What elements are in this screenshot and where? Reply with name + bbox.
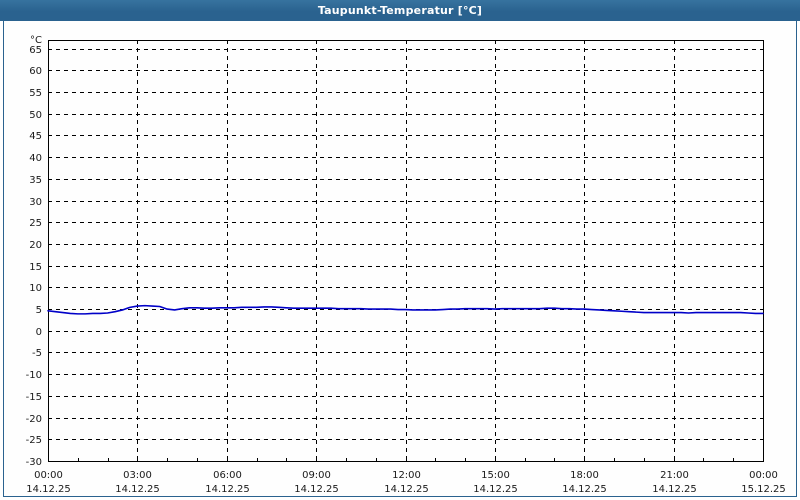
x-axis-tick-date: 14.12.25 — [652, 484, 697, 495]
x-axis-tickmarks — [48, 456, 764, 461]
y-axis-tick-label: -5 — [32, 348, 42, 359]
y-axis-tick-label: 45 — [29, 131, 42, 142]
x-axis-tick-time: 21:00 — [660, 470, 689, 481]
y-axis-tick-label: -10 — [26, 370, 42, 381]
x-axis-tick-labels: 00:00 14.12.25 03:00 14.12.25 06:00 14.12.25 0… — [26, 470, 786, 495]
y-axis-tick-label: 60 — [29, 66, 42, 77]
horizontal-gridlines — [48, 49, 763, 462]
chart-canvas: 65605550454035302520151050-5-10-15-20-25… — [26, 35, 786, 495]
y-axis-tick-label: 20 — [29, 240, 42, 251]
x-axis-tick-time: 15:00 — [481, 470, 510, 481]
y-axis-tick-label: 65 — [29, 45, 42, 56]
series-line-taupunkt-temperatur — [47, 304, 764, 315]
x-axis-tick-date: 14.12.25 — [562, 484, 607, 495]
x-axis-tick-time: 18:00 — [570, 470, 599, 481]
y-axis-tick-label: -25 — [26, 435, 42, 446]
data-series-group — [47, 304, 764, 315]
x-axis-tick-time: 12:00 — [392, 470, 421, 481]
y-axis-tick-label: 50 — [29, 110, 42, 121]
x-axis-tick-date: 14.12.25 — [115, 484, 160, 495]
x-axis-tick-date: 14.12.25 — [473, 484, 518, 495]
x-axis-tick-time: 00:00 — [34, 470, 63, 481]
y-axis-tick-label: -15 — [26, 392, 42, 403]
page-title: Taupunkt-Temperatur [°C] — [317, 4, 483, 17]
plot-axis-frame — [47, 39, 765, 463]
x-axis-tick-date: 14.12.25 — [26, 484, 71, 495]
line-chart: 65 60 55 50 45 40 35 30 25 20 15 10 5 0 -5 -10 -15 -20 -25… — [4, 21, 798, 497]
x-axis-tick-time: 06:00 — [213, 470, 242, 481]
chart-content-frame: 65 60 55 50 45 40 35 30 25 20 15 10 5 0 -5 -10 -15 -20 -25… — [3, 21, 797, 497]
y-axis-tick-label: 40 — [29, 153, 42, 164]
x-axis-tick-date: 14.12.25 — [294, 484, 339, 495]
window-title-bar: Taupunkt-Temperatur [°C] — [0, 0, 800, 21]
y-axis-unit-label: °C — [30, 35, 42, 46]
y-axis-tick-label: 35 — [29, 175, 42, 186]
x-axis-tick-date: 14.12.25 — [205, 484, 250, 495]
y-axis-tick-label: 0 — [36, 327, 42, 338]
y-axis-tick-label: 15 — [29, 262, 42, 273]
y-axis-tick-label: 10 — [29, 283, 42, 294]
y-axis-tick-label: 25 — [29, 218, 42, 229]
x-axis-tick-date: 15.12.25 — [741, 484, 786, 495]
vertical-gridlines — [137, 40, 675, 461]
x-axis-tick-time: 03:00 — [123, 470, 152, 481]
y-axis-tick-label: -20 — [26, 414, 42, 425]
y-axis-tick-label: -30 — [26, 457, 42, 468]
x-axis-tick-time: 09:00 — [302, 470, 331, 481]
x-axis-tick-time: 00:00 — [749, 470, 778, 481]
y-axis-tick-label: 5 — [36, 305, 42, 316]
y-axis-tick-label: 30 — [29, 197, 42, 208]
y-axis-tick-labels: 65605550454035302520151050-5-10-15-20-25… — [26, 45, 42, 468]
x-axis-tick-date: 14.12.25 — [384, 484, 429, 495]
y-axis-tick-label: 55 — [29, 88, 42, 99]
